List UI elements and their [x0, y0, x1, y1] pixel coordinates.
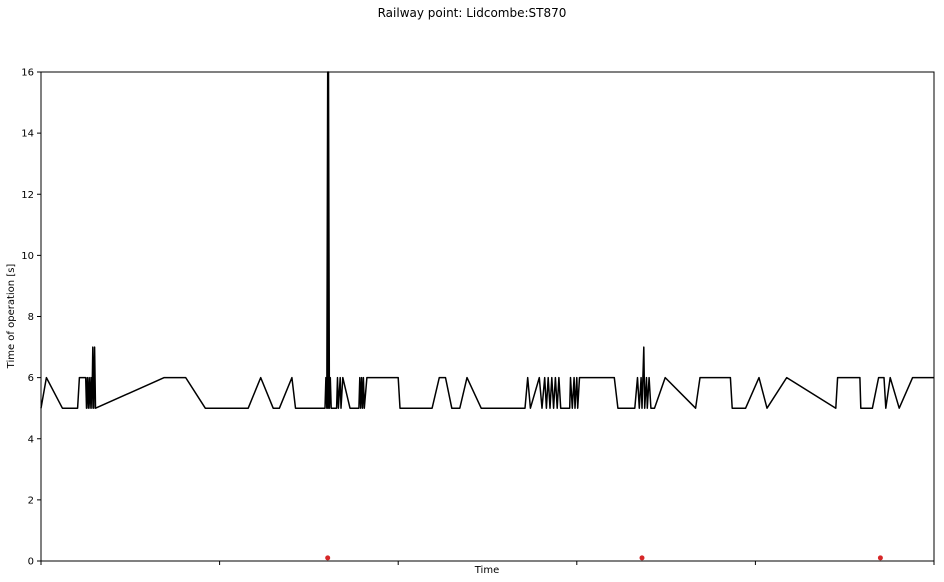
y-tick-label: 10 [21, 251, 34, 262]
y-tick-label: 12 [21, 190, 34, 201]
chart-title: Railway point: Lidcombe:ST870 [378, 6, 567, 20]
y-tick-label: 6 [28, 373, 34, 384]
marker-point-0 [325, 555, 331, 561]
plot-area [41, 72, 934, 561]
y-axis-title: Time of operation [s] [6, 264, 17, 370]
y-tick-label: 2 [28, 495, 34, 506]
x-axis-ticks [40, 561, 935, 565]
marker-point-1 [639, 555, 645, 561]
series-line-0 [40, 71, 934, 409]
series-layer [40, 71, 934, 409]
marker-layer [325, 555, 883, 561]
y-tick-label: 0 [28, 557, 34, 568]
y-axis-ticks: 0 2 4 6 8 10 12 14 16 [21, 68, 41, 568]
marker-point-2 [877, 555, 883, 561]
x-axis-title: Time [474, 565, 499, 576]
y-tick-label: 14 [21, 129, 34, 140]
y-tick-label: 8 [28, 312, 34, 323]
y-tick-label: 4 [28, 434, 34, 445]
y-tick-label: 16 [21, 68, 34, 79]
